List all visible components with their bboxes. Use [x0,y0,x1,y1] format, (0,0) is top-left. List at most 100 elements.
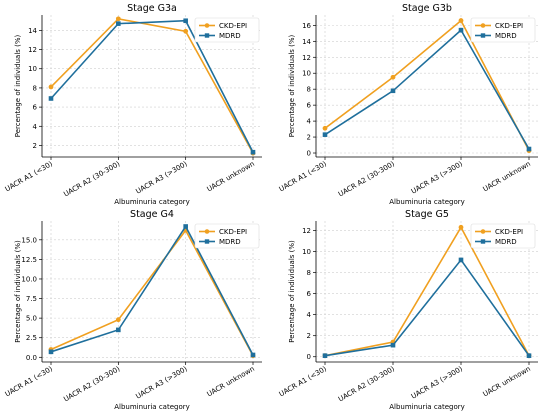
y-tick-label: 10.0 [21,275,37,283]
chart-panel-4: 0 2 4 6 8 10 12 UACR A1 (<30) UACR A2 (30-300) UA… [278,209,538,411]
x-tick-label: UACR A2 (30-300) [337,160,396,199]
data-point-ckd-epi [115,317,121,323]
legend-label: CKD-EPI [219,228,247,236]
x-tick-label: UACR unknown [482,160,532,194]
chart-panel-3: 0.0 2.5 5.0 7.5 10.0 12.5 15.0 UACR A1 (<30) UAC… [4,209,262,411]
data-point-mdrd [526,353,532,358]
data-point-mdrd [322,132,328,137]
y-axis-label: Percentage of individuals (%) [288,34,296,137]
x-axis-label: Albuminuria category [389,403,465,411]
y-tick-label: 0 [307,150,311,158]
legend-label: MDRD [219,238,241,246]
x-tick-label: UACR A2 (30-300) [337,365,396,404]
series-line-mdrd [50,224,254,356]
series-line-ckd-epi [324,19,530,151]
data-point-ckd-epi [322,125,328,131]
x-axis-label: Albuminuria category [114,403,190,411]
chart-panel-2: 0 2 4 6 8 10 12 14 16 UACR A1 (<30) UACR A2 (30-30… [278,3,538,206]
series-line-ckd-epi [324,225,530,357]
data-point-mdrd [250,352,256,358]
y-tick-label: 6 [33,104,38,112]
chart-title: Stage G4 [130,209,174,220]
series-line-mdrd [50,19,254,153]
chart-title: Stage G5 [405,209,449,220]
y-tick-label: 4 [33,123,38,131]
x-axis-label: Albuminuria category [114,198,190,206]
y-tick-label: 15.0 [21,236,37,244]
data-point-ckd-epi [458,18,464,23]
data-point-ckd-epi [115,16,121,22]
y-tick-label: 2 [33,142,37,150]
legend-label: CKD-EPI [495,22,523,30]
y-tick-label: 12 [302,54,311,62]
legend: CKD-EPI MDRD [470,17,536,43]
y-tick-label: 8 [33,84,37,92]
y-tick-label: 10 [28,65,37,73]
y-tick-label: 10 [302,70,311,78]
chart-panel-1: 2 4 6 8 10 12 14 UACR A1 (<30) UACR A2 (30-300) U… [4,3,262,206]
x-axis-label: Albuminuria category [389,198,465,206]
data-point-mdrd [48,96,54,101]
legend-marker-mdrd [204,239,210,244]
x-tick-label: UACR A1 (<30) [4,365,55,399]
legend-label: CKD-EPI [495,228,523,236]
x-tick-label: UACR unknown [482,365,532,399]
y-tick-label: 10 [302,248,311,256]
legend: CKD-EPI MDRD [194,17,260,43]
x-tick-label: UACR unknown [206,160,256,194]
y-tick-label: 4 [307,311,312,319]
y-tick-label: 12.5 [21,256,37,264]
y-axis-label: Percentage of individuals (%) [14,240,22,343]
data-point-mdrd [116,21,121,26]
legend-marker-ckd-epi [204,23,210,28]
series-line-ckd-epi [50,228,254,357]
chart-title: Stage G3b [402,3,452,14]
data-point-mdrd [322,353,328,358]
y-tick-label: 2 [307,332,311,340]
legend-label: MDRD [219,32,241,40]
x-tick-label: UACR A1 (<30) [4,160,55,194]
x-tick-label: UACR A1 (<30) [278,365,329,399]
x-tick-label: UACR A3 (>300) [135,160,189,196]
legend: CKD-EPI MDRD [194,223,260,249]
data-point-mdrd [183,224,188,229]
data-point-mdrd [526,146,532,152]
data-point-ckd-epi [390,74,396,80]
legend-label: CKD-EPI [219,22,247,30]
x-tick-label: UACR A1 (<30) [278,160,329,194]
y-axis-label: Percentage of individuals (%) [288,240,296,343]
data-point-mdrd [458,27,464,33]
data-point-mdrd [116,327,121,333]
y-tick-label: 14 [302,38,311,46]
data-point-mdrd [390,342,396,348]
y-tick-label: 12 [302,227,311,235]
y-tick-label: 7.5 [26,295,37,303]
x-tick-label: UACR A3 (>300) [410,160,464,196]
x-tick-label: UACR unknown [206,365,256,399]
y-tick-label: 5.0 [26,315,37,323]
legend-marker-ckd-epi [480,229,486,234]
y-tick-label: 0 [307,353,311,361]
data-point-ckd-epi [48,84,54,90]
data-point-mdrd [390,88,396,94]
y-tick-label: 14 [28,27,37,35]
x-tick-label: UACR A2 (30-300) [62,160,121,199]
legend-marker-ckd-epi [480,23,486,28]
series-line-ckd-epi [50,17,254,154]
y-tick-label: 6 [307,102,312,110]
y-tick-label: 0.0 [26,354,37,362]
chart-title: Stage G3a [127,3,177,14]
y-tick-label: 2 [307,134,311,142]
x-tick-label: UACR A3 (>300) [135,365,189,401]
legend-label: MDRD [495,238,517,246]
y-tick-label: 2.5 [26,334,37,342]
y-tick-label: 4 [307,118,312,126]
data-point-mdrd [48,349,54,355]
y-tick-label: 12 [28,46,37,54]
series-line-mdrd [324,28,530,150]
y-axis-label: Percentage of individuals (%) [14,34,22,137]
legend-marker-mdrd [480,33,486,38]
data-point-mdrd [458,257,464,263]
legend: CKD-EPI MDRD [470,223,536,249]
